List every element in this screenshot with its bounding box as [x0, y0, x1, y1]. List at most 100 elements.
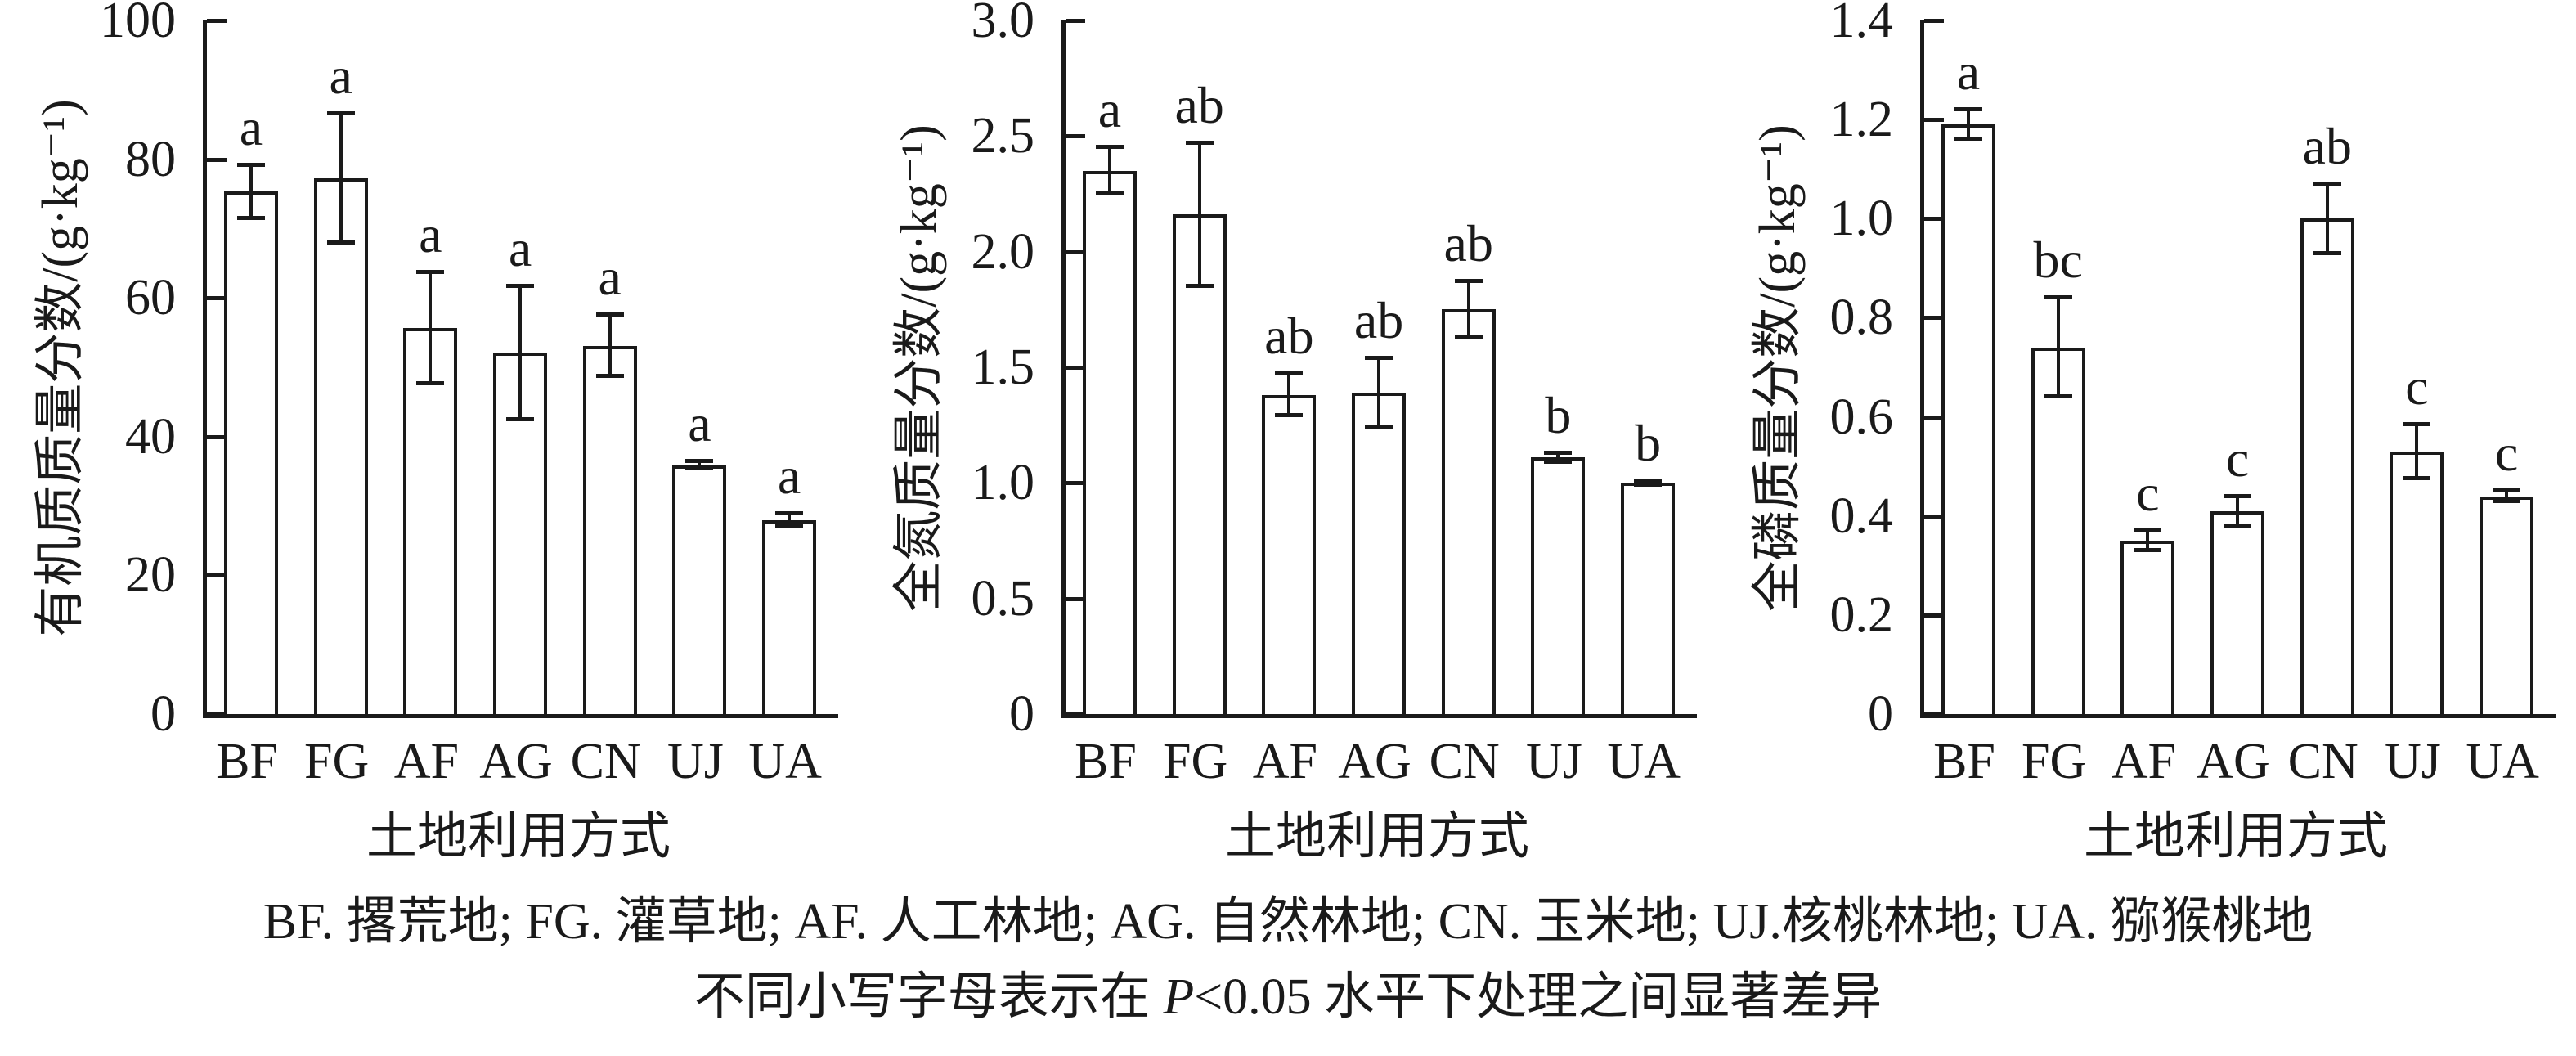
y-tick	[1924, 316, 1944, 321]
x-axis-title: 土地利用方式	[2083, 809, 2388, 865]
error-bar-cap	[775, 524, 804, 528]
y-tick-label: 40	[125, 408, 176, 465]
y-tick-label: 2.5	[971, 108, 1035, 164]
bar-AG	[1352, 393, 1407, 714]
error-bar	[788, 513, 792, 527]
sig-letter-BF: a	[1097, 80, 1122, 139]
y-tick-label: 60	[125, 270, 176, 326]
error-bar	[1967, 110, 1970, 140]
error-bar-cap	[1954, 137, 1982, 142]
error-bar-cap	[1544, 459, 1573, 464]
y-tick-label: 0	[1009, 686, 1034, 742]
plot-area: 0 0.5 1.0 1.5 2.0 2.5 3.0 a ab ab ab ab b b	[972, 0, 1697, 742]
error-bar	[2146, 530, 2150, 551]
error-bar-cap	[2044, 394, 2072, 399]
y-tick-label: 1.0	[1829, 191, 1894, 247]
bar-UJ	[672, 465, 727, 714]
error-bar-cap	[416, 269, 445, 274]
x-category-AG: AG	[479, 734, 553, 789]
error-bar	[1377, 357, 1381, 428]
y-tick-label: 20	[125, 547, 176, 604]
error-bar	[429, 272, 433, 384]
y-tick	[1066, 249, 1085, 254]
y-tick	[1924, 712, 1944, 717]
error-bar	[2236, 496, 2240, 526]
error-bar-cap	[2493, 498, 2521, 503]
sig-letter-CN: ab	[2302, 116, 2352, 175]
sig-letter-FG: ab	[1174, 75, 1224, 134]
error-bar-cap	[2493, 488, 2521, 493]
x-category-CN: CN	[1429, 734, 1500, 789]
y-tick	[1924, 415, 1944, 420]
error-bar-cap	[2134, 528, 2162, 532]
y-tick	[207, 296, 227, 301]
error-bar-cap	[326, 111, 355, 116]
bar-FG	[313, 178, 368, 714]
error-bar-cap	[2134, 548, 2162, 553]
bar-AF	[403, 327, 458, 714]
bar-BF	[1941, 124, 1995, 714]
sig-letter-BF: a	[239, 98, 263, 157]
bar-CN	[1441, 309, 1496, 714]
x-category-UA: UA	[748, 734, 822, 789]
y-tick	[207, 19, 227, 23]
plot-area: 0 0.2 0.4 0.6 0.8 1.0 1.2 1.4 a bc c c ab c c	[1830, 0, 2556, 742]
caption-significance: 不同小写字母表示在 P<0.05 水平下处理之间显著差异	[0, 967, 2576, 1027]
error-bar	[2056, 298, 2060, 398]
sig-letter-UA: b	[1635, 413, 1662, 472]
bar-BF	[224, 191, 278, 714]
error-bar-cap	[1275, 413, 1304, 418]
sig-letter-BF: a	[1956, 43, 1981, 101]
error-bar	[1556, 452, 1560, 462]
bar-UA	[2480, 496, 2534, 714]
y-axis-label: 有机质质量分数/(g·kg⁻¹)	[33, 99, 88, 637]
error-bar-cap	[1544, 450, 1573, 455]
charts-row: 有机质质量分数/(g·kg⁻¹) 0 20 40 60 80 100 a a a a a a a 土地利…	[33, 0, 2556, 865]
error-bar-cap	[685, 459, 714, 464]
bar-UJ	[2390, 451, 2444, 714]
x-axis-title: 土地利用方式	[366, 809, 671, 865]
error-bar-cap	[2313, 250, 2341, 255]
error-bar-cap	[595, 312, 624, 317]
x-category-BF: BF	[1075, 734, 1137, 789]
bar-UA	[762, 519, 817, 714]
x-category-CN: CN	[570, 734, 641, 789]
y-tick	[1924, 217, 1944, 222]
caption-significance-prefix: 不同小写字母表示在	[693, 969, 1164, 1025]
bar-BF	[1083, 170, 1137, 714]
sig-letter-AF: a	[419, 204, 442, 263]
error-bar-cap	[1634, 478, 1663, 483]
error-bar-cap	[1454, 335, 1483, 339]
y-tick-label: 0.5	[971, 570, 1035, 627]
x-category-FG: FG	[2022, 734, 2087, 789]
bar-CN	[2300, 218, 2354, 714]
bar-CN	[582, 345, 637, 714]
y-tick	[207, 573, 227, 578]
error-bar-cap	[1185, 140, 1214, 145]
x-category-AF: AF	[393, 734, 459, 789]
sig-letter-CN: ab	[1443, 214, 1493, 273]
error-bar	[249, 165, 253, 218]
error-bar	[1466, 281, 1470, 338]
error-bar	[339, 114, 343, 244]
sig-letter-UJ: c	[2405, 357, 2429, 416]
error-bar	[2415, 424, 2419, 479]
y-tick	[207, 157, 227, 162]
y-tick	[1924, 514, 1944, 519]
x-category-CN: CN	[2287, 734, 2358, 789]
y-tick	[207, 712, 227, 717]
x-category-AG: AG	[1338, 734, 1411, 789]
error-bar-cap	[506, 283, 535, 288]
y-tick	[1066, 712, 1085, 717]
error-bar	[2505, 491, 2509, 501]
error-bar-cap	[1454, 279, 1483, 284]
bar-AF	[1262, 394, 1317, 714]
y-tick-label: 3.0	[971, 0, 1035, 48]
y-tick-label: 1.2	[1829, 92, 1894, 148]
caption-significance-p: P	[1163, 969, 1195, 1025]
error-bar-cap	[2313, 181, 2341, 186]
error-bar-cap	[775, 510, 804, 515]
sig-letter-UA: c	[2494, 424, 2519, 483]
sig-letter-UA: a	[777, 446, 801, 505]
x-category-BF: BF	[216, 734, 278, 789]
